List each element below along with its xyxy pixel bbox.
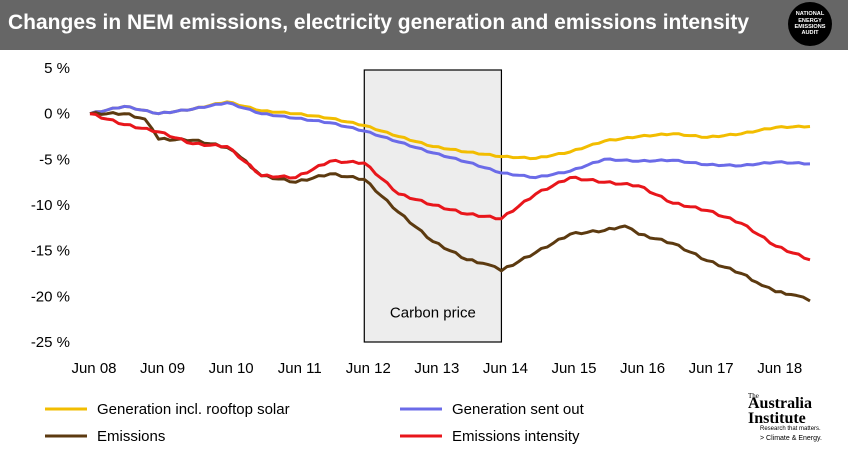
- series-line-emissions-intensity: [89, 112, 811, 262]
- legend-label: Emissions: [97, 428, 165, 445]
- x-tick-label: Jun 09: [140, 360, 185, 377]
- y-tick-label: -5 %: [39, 151, 70, 168]
- logo-line-4: AUDIT: [801, 30, 819, 37]
- legend-label: Emissions intensity: [452, 428, 580, 445]
- x-tick-label: Jun 14: [483, 360, 528, 377]
- y-tick-label: -20 %: [31, 288, 70, 305]
- legend-label: Generation sent out: [452, 401, 585, 418]
- x-tick-label: Jun 12: [346, 360, 391, 377]
- chart-title: Changes in NEM emissions, electricity ge…: [8, 11, 750, 34]
- logo-line-1: NATIONAL: [795, 11, 825, 18]
- logo-name: Australia Institute: [748, 395, 812, 427]
- x-tick-label: Jun 10: [209, 360, 254, 377]
- legend-label: Generation incl. rooftop solar: [97, 401, 290, 418]
- national-energy-emissions-audit-logo: NATIONAL ENERGY EMISSIONS AUDIT: [788, 2, 832, 46]
- australia-institute-logo: The Australia Institute Research that ma…: [742, 392, 842, 452]
- title-bar: Changes in NEM emissions, electricity ge…: [0, 0, 848, 50]
- y-tick-label: -15 %: [31, 243, 70, 260]
- y-tick-label: 5 %: [44, 60, 70, 77]
- x-tick-label: Jun 11: [278, 360, 322, 377]
- x-tick-label: Jun 16: [620, 360, 665, 377]
- series-lines: [89, 100, 811, 303]
- logo-tagline: Research that matters.: [760, 426, 821, 432]
- line-chart: Carbon price 5 % 0 % -5 % -10 % -15 % -20 % -2…: [31, 60, 811, 445]
- x-tick-label: Jun 18: [757, 360, 802, 377]
- logo-name-line-1: Australia: [748, 395, 812, 412]
- x-tick-label: Jun 08: [71, 360, 116, 377]
- y-tick-label: -10 %: [31, 197, 70, 214]
- logo-the: The: [748, 392, 759, 400]
- logo-name-line-2: Institute: [748, 410, 806, 427]
- logo-program: > Climate & Energy.: [760, 435, 822, 442]
- x-tick-label: Jun 15: [551, 360, 596, 377]
- legend: Generation incl. rooftop solar Generation…: [45, 401, 585, 445]
- logo-line-2: ENERGY: [798, 17, 822, 24]
- y-tick-label: -25 %: [31, 334, 70, 351]
- series-line-generation-sent-out: [89, 101, 811, 180]
- x-tick-label: Jun 17: [689, 360, 734, 377]
- y-axis: 5 % 0 % -5 % -10 % -15 % -20 % -25 %: [31, 60, 70, 351]
- x-tick-label: Jun 13: [414, 360, 459, 377]
- y-tick-label: 0 %: [44, 106, 70, 123]
- logo-line-3: EMISSIONS: [794, 24, 826, 30]
- x-axis: Jun 08 Jun 09 Jun 10 Jun 11 Jun 12 Jun 13 Jun …: [71, 360, 802, 377]
- carbon-price-label: Carbon price: [390, 304, 476, 321]
